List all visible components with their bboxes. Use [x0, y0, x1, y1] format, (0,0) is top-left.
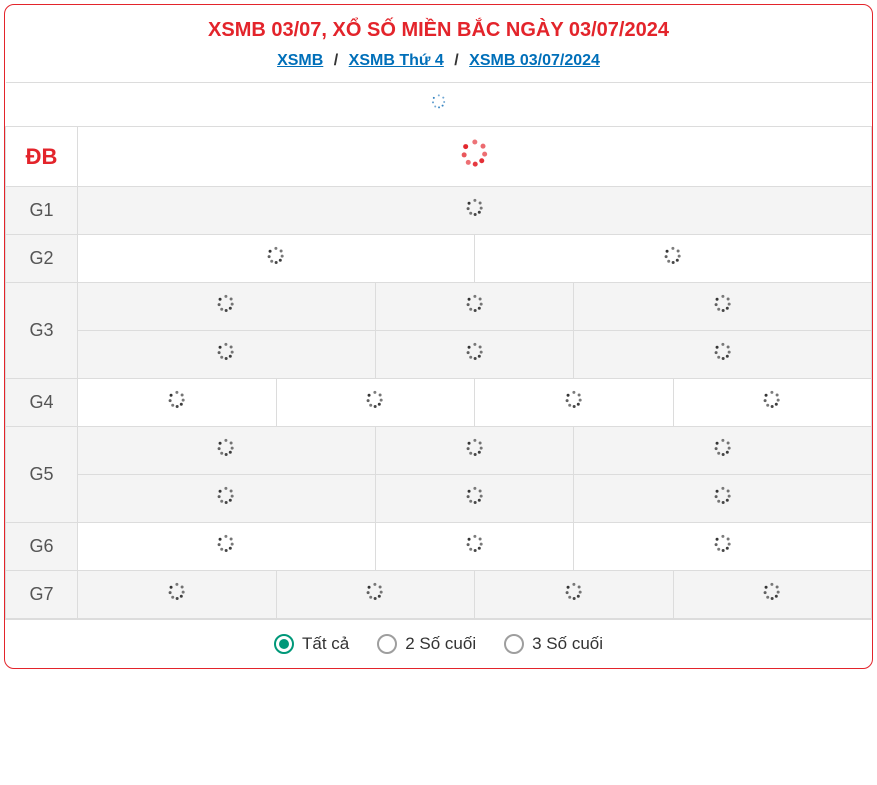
prize-value-g3 — [574, 331, 872, 379]
breadcrumb-sep: / — [334, 52, 338, 69]
prize-value-g3 — [375, 331, 574, 379]
prize-label-db: ĐB — [6, 127, 78, 187]
loading-spinner-icon — [217, 343, 235, 361]
filter-bar: Tất cả 2 Số cuối 3 Số cuối — [5, 619, 872, 668]
loading-spinner-icon — [217, 439, 235, 457]
prize-value-g5 — [574, 427, 872, 475]
prize-value-g4 — [673, 379, 872, 427]
prize-label-g1: G1 — [6, 187, 78, 235]
results-table: ĐB G1 G2 G3 — [5, 82, 872, 619]
prize-value-g2 — [475, 235, 872, 283]
prize-value-g6 — [574, 523, 872, 571]
filter-option-2digits[interactable]: 2 Số cuối — [377, 634, 476, 654]
loading-spinner-icon — [664, 247, 682, 265]
prize-value-g6 — [375, 523, 574, 571]
radio-icon — [377, 634, 397, 654]
loading-spinner-icon — [217, 487, 235, 505]
prize-value-g1 — [78, 187, 872, 235]
loading-spinner-icon — [714, 439, 732, 457]
prize-label-g5: G5 — [6, 427, 78, 523]
prize-value-g5 — [78, 475, 376, 523]
loading-spinner-icon — [366, 391, 384, 409]
prize-label-g6: G6 — [6, 523, 78, 571]
prize-value-g6 — [78, 523, 376, 571]
prize-value-g5 — [375, 475, 574, 523]
breadcrumb-link-day[interactable]: XSMB Thứ 4 — [349, 52, 444, 69]
loading-spinner-icon — [217, 295, 235, 313]
loading-spinner-icon — [565, 583, 583, 601]
header: XSMB 03/07, XỔ SỐ MIỀN BẮC NGÀY 03/07/20… — [5, 5, 872, 82]
prize-value-g4 — [78, 379, 277, 427]
filter-option-3digits[interactable]: 3 Số cuối — [504, 634, 603, 654]
prize-value-g5 — [375, 427, 574, 475]
radio-icon — [504, 634, 524, 654]
prize-value-g3 — [78, 283, 376, 331]
loading-spinner-icon — [217, 535, 235, 553]
breadcrumb: XSMB / XSMB Thứ 4 / XSMB 03/07/2024 — [15, 52, 862, 70]
loading-spinner-icon — [366, 583, 384, 601]
loading-spinner-icon — [466, 487, 484, 505]
loading-spinner-icon — [466, 439, 484, 457]
loading-spinner-icon — [763, 583, 781, 601]
prize-label-g2: G2 — [6, 235, 78, 283]
loading-spinner-icon — [565, 391, 583, 409]
breadcrumb-sep: / — [454, 52, 458, 69]
filter-label: 2 Số cuối — [405, 634, 476, 654]
prize-value-g4 — [276, 379, 475, 427]
prize-value-g3 — [375, 283, 574, 331]
prize-value-g7 — [475, 571, 674, 619]
prize-value-g5 — [574, 475, 872, 523]
prize-value-g7 — [78, 571, 277, 619]
loading-spinner-icon — [714, 295, 732, 313]
filter-label: 3 Số cuối — [532, 634, 603, 654]
prize-value-g3 — [574, 283, 872, 331]
loading-spinner-icon — [168, 391, 186, 409]
page-title: XSMB 03/07, XỔ SỐ MIỀN BẮC NGÀY 03/07/20… — [15, 19, 862, 42]
lottery-result-card: XSMB 03/07, XỔ SỐ MIỀN BẮC NGÀY 03/07/20… — [4, 4, 873, 669]
loading-spinner-icon — [168, 583, 186, 601]
loading-spinner-icon — [466, 343, 484, 361]
prize-value-g2 — [78, 235, 475, 283]
prize-value-g4 — [475, 379, 674, 427]
loading-spinner-icon — [466, 199, 484, 217]
prize-value-g3 — [78, 331, 376, 379]
breadcrumb-link-date[interactable]: XSMB 03/07/2024 — [469, 52, 600, 69]
loading-spinner-icon — [267, 247, 285, 265]
loading-spinner-icon — [466, 295, 484, 313]
prize-label-g4: G4 — [6, 379, 78, 427]
prize-value-g7 — [673, 571, 872, 619]
loading-spinner-icon — [714, 535, 732, 553]
filter-option-all[interactable]: Tất cả — [274, 634, 349, 654]
prize-value-g5 — [78, 427, 376, 475]
loading-spinner-icon — [461, 140, 489, 168]
loading-spinner-icon — [714, 487, 732, 505]
prize-value-db — [78, 127, 872, 187]
loading-spinner-icon — [714, 343, 732, 361]
prize-label-g7: G7 — [6, 571, 78, 619]
prize-label-g3: G3 — [6, 283, 78, 379]
radio-icon — [274, 634, 294, 654]
prize-value-g7 — [276, 571, 475, 619]
loading-spinner-icon — [763, 391, 781, 409]
breadcrumb-link-xsmb[interactable]: XSMB — [277, 52, 323, 69]
loading-spinner-icon — [431, 94, 447, 110]
filter-label: Tất cả — [302, 634, 349, 654]
loading-spinner-icon — [466, 535, 484, 553]
